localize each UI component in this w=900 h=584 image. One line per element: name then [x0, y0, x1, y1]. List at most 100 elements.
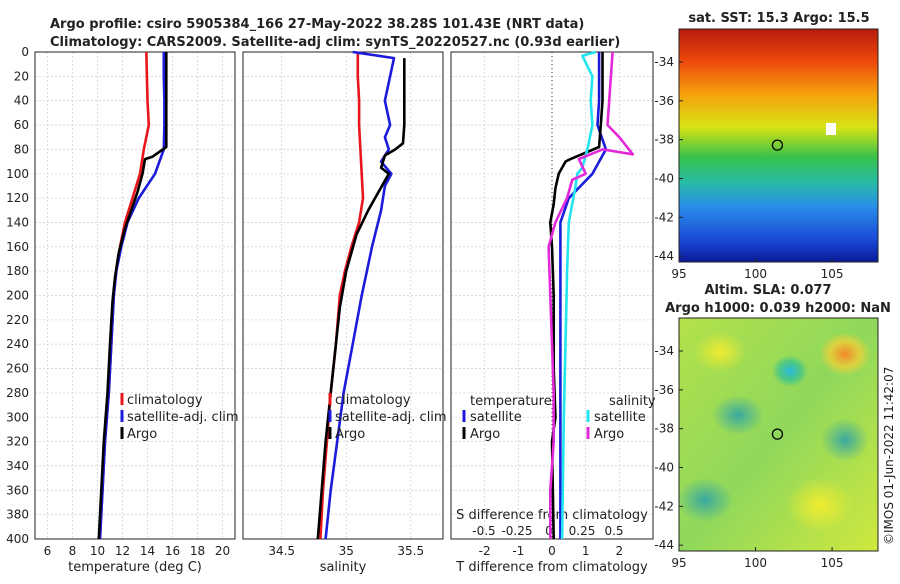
- sst-frame: [678, 28, 879, 263]
- series-argo: [97, 52, 168, 540]
- top-tick-label: -0.25: [501, 524, 532, 538]
- map-y-tick-label: -44: [654, 538, 674, 552]
- panel-salinity: 34.5 35 35.5 salinity climatology satellite-a…: [242, 50, 447, 575]
- timestamp: ©IMOS 01-Jun-2022 11:42:07: [882, 367, 896, 545]
- series-argo: [316, 58, 406, 540]
- y-tick-label: 40: [14, 94, 29, 108]
- y-tick-label: 260: [6, 362, 29, 376]
- y-tick-label: 280: [6, 386, 29, 400]
- sla-map: 95 100 105 -34 -36 -38 -40 -42 -44: [654, 317, 879, 570]
- x-tick-label: 18: [190, 544, 205, 558]
- map-y-tick-label: -38: [654, 422, 674, 436]
- sst-map: 95 100 105 -34 -36 -38 -40 -42 -44: [654, 28, 879, 281]
- legend-title: salinity: [609, 394, 656, 409]
- title-line-2: Climatology: CARS2009. Satellite-adj cli…: [50, 35, 620, 50]
- top-tick-label: 0.25: [569, 524, 596, 538]
- sst-map-title: sat. SST: 15.3 Argo: 15.5: [688, 11, 869, 26]
- y-tick-label: 240: [6, 337, 29, 351]
- legend-label: satellite: [594, 410, 646, 425]
- map-x-tick-label: 100: [744, 267, 767, 281]
- x-tick-label: 2: [616, 544, 624, 558]
- legend-label: Argo: [127, 427, 157, 442]
- x-tick-label: 16: [165, 544, 180, 558]
- y-tick-label: 300: [6, 410, 29, 424]
- series-t-satellite: [559, 52, 608, 539]
- y-tick-label: 20: [14, 69, 29, 83]
- x-tick-label: 8: [69, 544, 77, 558]
- x-axis-label: temperature (deg C): [68, 560, 202, 575]
- legend-label: satellite-adj. clim: [127, 410, 239, 425]
- sla-high-anomaly: [819, 332, 871, 376]
- map-x-tick-label: 95: [671, 556, 686, 570]
- y-tick-label: 380: [6, 508, 29, 522]
- x-tick-label: 0: [548, 544, 556, 558]
- y-tick-label: 160: [6, 240, 29, 254]
- argo-position-marker: [771, 139, 784, 151]
- y-tick-label: 120: [6, 191, 29, 205]
- sla-high-anomaly: [786, 477, 854, 533]
- y-tick-label: 340: [6, 459, 29, 473]
- sst-missing-patch: [826, 123, 836, 135]
- top-tick-label: -0.5: [472, 524, 495, 538]
- sla-frame: [678, 317, 879, 552]
- panel-temperature: 6 8 10 12 14 16 18 20 temperature (deg C) 0 20 40 60…: [6, 45, 239, 575]
- sla-low-anomaly: [821, 418, 869, 462]
- y-tick-label: 80: [14, 142, 29, 156]
- axes-frame: [242, 51, 444, 540]
- x-axis-label: T difference from climatology: [455, 560, 648, 575]
- map-x-tick-label: 105: [821, 267, 844, 281]
- sla-low-anomaly: [772, 355, 808, 387]
- map-y-tick-label: -36: [654, 383, 674, 397]
- x-tick-label: 10: [90, 544, 105, 558]
- legend-title: temperature: [470, 394, 552, 409]
- series-s-argo: [547, 51, 635, 539]
- x-tick-label: 1: [582, 544, 590, 558]
- x-tick-label: 20: [215, 544, 230, 558]
- y-tick-label: 320: [6, 435, 29, 449]
- legend-label: Argo: [470, 427, 500, 442]
- y-tick-label: 400: [6, 532, 29, 546]
- x-tick-label: -1: [512, 544, 524, 558]
- map-y-tick-label: -44: [654, 249, 674, 263]
- map-y-tick-label: -42: [654, 499, 674, 513]
- axes-frame: [34, 51, 236, 540]
- map-x-tick-label: 100: [744, 556, 767, 570]
- legend-label: Argo: [594, 427, 624, 442]
- x-tick-label: 34.5: [268, 544, 295, 558]
- legend-label: climatology: [335, 393, 411, 408]
- sla-title-2: Argo h1000: 0.039 h2000: NaN: [665, 301, 891, 316]
- map-x-tick-label: 105: [821, 556, 844, 570]
- map-y-tick-label: -34: [654, 344, 674, 358]
- legend-label: satellite-adj. clim: [335, 410, 447, 425]
- sla-title-1: Altim. SLA: 0.077: [705, 283, 832, 298]
- map-y-tick-label: -34: [654, 55, 674, 69]
- y-tick-label: 200: [6, 289, 29, 303]
- legend-label: climatology: [127, 393, 203, 408]
- map-y-tick-label: -36: [654, 94, 674, 108]
- y-tick-label: 0: [21, 45, 29, 59]
- y-tick-label: 220: [6, 313, 29, 327]
- map-y-tick-label: -42: [654, 210, 674, 224]
- map-y-tick-label: -40: [654, 172, 674, 186]
- y-tick-label: 140: [6, 215, 29, 229]
- sst-field: [679, 29, 878, 262]
- legend-label: satellite: [470, 410, 522, 425]
- map-y-tick-label: -38: [654, 133, 674, 147]
- x-tick-label: 14: [140, 544, 155, 558]
- x-tick-label: 12: [115, 544, 130, 558]
- sla-low-anomaly: [677, 478, 733, 522]
- sla-low-anomaly: [712, 395, 764, 435]
- x-tick-label: 6: [44, 544, 52, 558]
- y-tick-label: 180: [6, 264, 29, 278]
- map-y-tick-label: -40: [654, 461, 674, 475]
- y-tick-label: 100: [6, 167, 29, 181]
- sla-high-anomaly: [694, 332, 746, 372]
- top-tick-label: 0.5: [604, 524, 623, 538]
- x-axis-label: salinity: [320, 560, 367, 575]
- argo-position-marker: [771, 428, 784, 440]
- title-line-1: Argo profile: csiro 5905384_166 27-May-2…: [50, 17, 584, 32]
- series-s-satellite: [560, 50, 597, 540]
- series-satellite-adj-clim: [324, 50, 396, 540]
- legend-label: Argo: [335, 427, 365, 442]
